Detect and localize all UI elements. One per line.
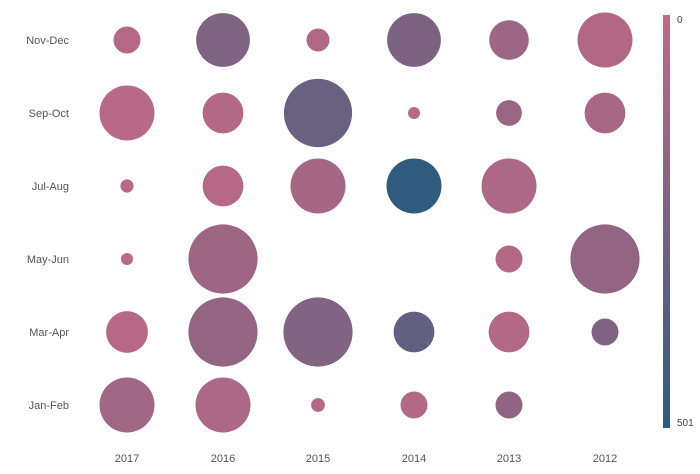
y-tick-label: Sep-Oct <box>29 108 69 120</box>
bubble[interactable] <box>408 107 420 119</box>
bubble[interactable] <box>387 13 441 67</box>
bubble[interactable] <box>99 85 155 141</box>
bubble[interactable] <box>386 158 442 214</box>
x-tick-label: 2017 <box>115 453 139 465</box>
bubble[interactable] <box>488 311 530 353</box>
bubble[interactable] <box>495 245 523 273</box>
bubble[interactable] <box>188 224 258 294</box>
bubble[interactable] <box>106 311 148 353</box>
bubble[interactable] <box>121 253 133 265</box>
bubble[interactable] <box>195 377 251 433</box>
y-tick-label: May-Jun <box>27 254 69 266</box>
bubble[interactable] <box>393 311 435 353</box>
bubble[interactable] <box>591 318 619 346</box>
y-tick-label: Jan-Feb <box>29 400 69 412</box>
bubble[interactable] <box>481 158 537 214</box>
x-tick-label: 2012 <box>593 453 617 465</box>
bubble[interactable] <box>290 158 346 214</box>
x-tick-label: 2016 <box>211 453 235 465</box>
bubble[interactable] <box>306 28 330 52</box>
x-tick-label: 2014 <box>402 453 426 465</box>
bubble[interactable] <box>489 20 529 60</box>
legend-min-label: 0 <box>677 15 683 26</box>
bubble[interactable] <box>584 92 626 134</box>
color-legend: 0 501 <box>663 15 694 429</box>
bubble[interactable] <box>283 78 353 148</box>
y-tick-label: Jul-Aug <box>32 181 69 193</box>
bubbles-layer <box>99 12 640 433</box>
bubble[interactable] <box>570 224 640 294</box>
bubble[interactable] <box>202 165 244 207</box>
bubble[interactable] <box>113 26 141 54</box>
x-tick-label: 2013 <box>497 453 521 465</box>
bubble[interactable] <box>496 100 522 126</box>
bubble[interactable] <box>196 13 250 67</box>
x-tick-label: 2015 <box>306 453 330 465</box>
bubble[interactable] <box>120 179 134 193</box>
bubble[interactable] <box>311 398 325 412</box>
y-tick-label: Nov-Dec <box>26 35 69 47</box>
bubble[interactable] <box>188 297 258 367</box>
bubble[interactable] <box>400 391 428 419</box>
bubble[interactable] <box>577 12 633 68</box>
bubble[interactable] <box>202 92 244 134</box>
legend-gradient-bar <box>663 15 670 428</box>
x-axis-ticks: 2017 2016 2015 2014 2013 2012 <box>115 453 617 465</box>
bubble[interactable] <box>283 297 353 367</box>
bubble[interactable] <box>99 377 155 433</box>
legend-max-label: 501 <box>677 418 694 429</box>
bubble[interactable] <box>495 391 523 419</box>
y-axis-ticks: Nov-Dec Sep-Oct Jul-Aug May-Jun Mar-Apr Jan-F… <box>26 35 69 412</box>
y-tick-label: Mar-Apr <box>29 327 69 339</box>
